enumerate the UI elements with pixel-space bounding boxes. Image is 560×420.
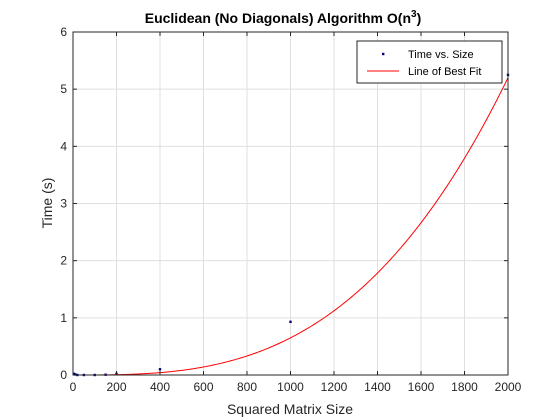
- x-tick-label: 1000: [277, 380, 304, 394]
- x-tick-label: 1400: [364, 380, 391, 394]
- x-axis-label: Squared Matrix Size: [227, 401, 353, 417]
- title-superscript: 3: [411, 9, 417, 20]
- y-tick-label: 3: [60, 197, 67, 211]
- x-tick-label: 600: [193, 380, 213, 394]
- y-tick-label: 2: [60, 254, 67, 268]
- best-fit-line: [73, 77, 509, 376]
- x-tick-label: 1800: [451, 380, 478, 394]
- x-tick-label: 1600: [408, 380, 435, 394]
- x-tick-label: 400: [150, 380, 170, 394]
- x-tick-label: 200: [106, 380, 126, 394]
- y-axis-label: Time (s): [39, 178, 55, 229]
- title-suffix: ): [417, 10, 422, 26]
- legend-label: Line of Best Fit: [408, 66, 481, 78]
- y-tick-label: 1: [60, 311, 67, 325]
- y-tick-label: 0: [60, 368, 67, 382]
- legend-marker-swatch: [382, 52, 385, 56]
- data-point: [289, 320, 292, 324]
- chart-title: Euclidean (No Diagonals) Algorithm O(n3): [145, 9, 422, 26]
- legend: Time vs. Size Line of Best Fit: [356, 40, 503, 84]
- data-point: [158, 368, 162, 371]
- y-tick-label: 6: [60, 25, 67, 39]
- y-tick-label: 4: [60, 139, 67, 153]
- legend-box: [356, 40, 503, 84]
- data-point: [73, 373, 77, 376]
- legend-label: Time vs. Size: [408, 49, 474, 61]
- title-main: Euclidean (No Diagonals) Algorithm O(n: [145, 10, 411, 26]
- y-tick-label: 5: [60, 82, 67, 96]
- x-tick-label: 800: [237, 380, 257, 394]
- x-tick-label: 0: [70, 380, 77, 394]
- x-tick-label: 1200: [321, 380, 348, 394]
- x-tick-label: 2000: [495, 380, 522, 394]
- plot-area: 0 200 400 600 800 1000 1200 1400 1600 1800 2000 0 1 2…: [60, 25, 521, 394]
